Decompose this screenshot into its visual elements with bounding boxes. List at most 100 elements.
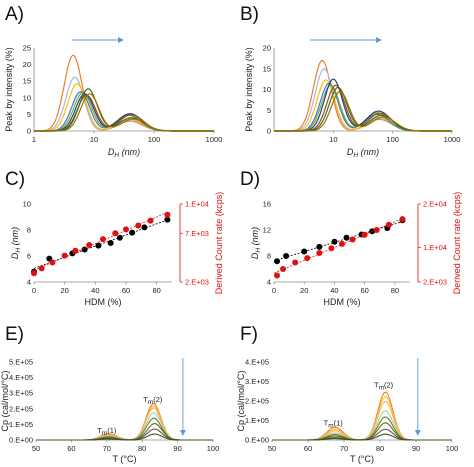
axes-F: 50 60 70 80 90 100 0.E+00 1.E+05 2.E+05 3.E+05 4.E… <box>236 358 458 465</box>
axes-A: 1 10 100 1000 0 5 10 15 20 25 DH (nm) Peak by inten… <box>4 37 222 159</box>
x-tick-label: 10 <box>90 135 98 144</box>
x-axis-title: HDM (%) <box>324 297 361 307</box>
data-point-1 <box>349 236 356 243</box>
data-point-1 <box>164 211 171 218</box>
data-point-1 <box>147 217 154 224</box>
series-line-6 <box>272 428 452 441</box>
x-tick-label: 0 <box>32 286 36 295</box>
y-tick-label: 0 <box>267 127 271 136</box>
data-point-1 <box>100 236 106 243</box>
y-tick-label: 25 <box>23 44 31 53</box>
x-tick-label: 0 <box>272 286 276 295</box>
x-tick-label: 80 <box>376 444 384 453</box>
data-point-1 <box>280 266 287 272</box>
y2-tick-label: 1.E+04 <box>423 243 447 252</box>
y2-tick-label: 2.E+03 <box>185 278 209 287</box>
data-point-1 <box>399 216 406 223</box>
data-point-0 <box>316 243 323 250</box>
y-tick-label: 10 <box>263 85 271 94</box>
series-line-3 <box>272 410 452 441</box>
y-axis-title: Peak by intensity (%) <box>244 47 254 132</box>
y-tick-label: 15 <box>263 64 271 73</box>
data-point-1 <box>112 230 119 237</box>
axes-C: 0 20 40 60 80 4 6 8 10 HDM (%) DH (nm) 2.E+03 7.E+03… <box>10 192 224 307</box>
data-point-0 <box>283 253 290 259</box>
data-point-1 <box>61 252 68 259</box>
series-line-5 <box>272 422 452 441</box>
series-line-7 <box>36 433 213 441</box>
x-tick-label: 80 <box>152 286 160 295</box>
data-point-1 <box>339 240 345 247</box>
x-tick-label: 1 <box>32 135 36 144</box>
data-point-1 <box>135 222 142 229</box>
series-line-5 <box>36 423 213 441</box>
x-tick-label: 20 <box>300 286 308 295</box>
data-point-1 <box>316 249 323 256</box>
y-axis-title: Peak by intensity (%) <box>4 47 14 132</box>
y-axis-title: DH (nm) <box>250 227 262 259</box>
x-tick-label: 80 <box>138 444 146 453</box>
x-axis-title: DH (nm) <box>108 147 140 159</box>
data-point-1 <box>373 227 380 233</box>
y-tick-label: 1.E+05 <box>9 420 33 429</box>
trend-arrow-head <box>376 37 382 43</box>
y-tick-label: 20 <box>23 60 31 69</box>
data-point-1 <box>49 259 56 266</box>
y-tick-label: 16 <box>263 200 271 209</box>
data-point-0 <box>301 248 308 255</box>
y2-axis-title: Derived Count rate (kcps) <box>452 192 462 295</box>
y2-tick-label: 2.E+03 <box>423 278 447 287</box>
y-tick-label: 0.E+00 <box>245 436 269 445</box>
data-point-0 <box>107 240 114 246</box>
series-line-2 <box>34 83 214 132</box>
series-line-2 <box>36 407 213 441</box>
x-axis-title: DH (nm) <box>347 147 379 159</box>
series-line-0 <box>272 391 452 441</box>
y-tick-label: 5 <box>267 106 271 115</box>
series-line-2 <box>272 400 452 441</box>
x-tick-label: 60 <box>67 444 75 453</box>
y-tick-label: 0.E+00 <box>9 436 33 445</box>
y2-axis-title: Derived Count rate (kcps) <box>214 192 224 295</box>
series-line-7 <box>34 88 214 132</box>
x-tick-label: 40 <box>91 286 99 295</box>
x-tick-label: 60 <box>304 444 312 453</box>
y-tick-label: 4.E+05 <box>245 358 269 367</box>
x-tick-label: 60 <box>122 286 130 295</box>
tm-annotation-1: Tm(1) <box>97 426 117 437</box>
series-line-3 <box>36 412 213 441</box>
x-axis-title: HDM (%) <box>85 297 122 307</box>
tm-annotation-2: Tm(2) <box>143 395 163 406</box>
series-line-1 <box>272 396 452 441</box>
x-tick-label: 70 <box>103 444 111 453</box>
axes-E: 50 60 70 80 90 100 0.E+00 1.E+05 2.E+05 3.E+05 4.E… <box>0 358 219 465</box>
x-axis-title: T (°C) <box>113 454 137 464</box>
data-point-0 <box>95 242 102 249</box>
data-point-0 <box>343 234 350 241</box>
data-point-1 <box>385 221 392 228</box>
y-tick-label: 4.E+05 <box>9 373 33 382</box>
x-tick-label: 50 <box>268 444 276 453</box>
y-tick-label: 4 <box>27 278 31 287</box>
x-tick-label: 90 <box>173 444 181 453</box>
x-tick-label: 100 <box>446 444 459 453</box>
y-tick-label: 3.E+05 <box>9 389 33 398</box>
trend-line-0 <box>273 221 403 262</box>
x-tick-label: 80 <box>391 286 399 295</box>
series-line-8 <box>34 93 214 132</box>
tm-annotation-2: Tm(2) <box>374 380 394 391</box>
y-tick-label: 0 <box>27 127 31 136</box>
data-point-0 <box>331 238 338 245</box>
y-axis-title: Cp (cal/mol/°C) <box>0 370 10 431</box>
data-point-1 <box>328 245 335 252</box>
data-point-1 <box>361 231 368 238</box>
data-point-1 <box>292 259 299 266</box>
y-tick-label: 20 <box>263 44 271 53</box>
y-tick-label: 8 <box>267 252 271 261</box>
y-tick-label: 10 <box>23 200 31 209</box>
x-tick-label: 1000 <box>444 135 461 144</box>
series-line-6 <box>274 84 452 132</box>
x-tick-label: 100 <box>386 135 399 144</box>
